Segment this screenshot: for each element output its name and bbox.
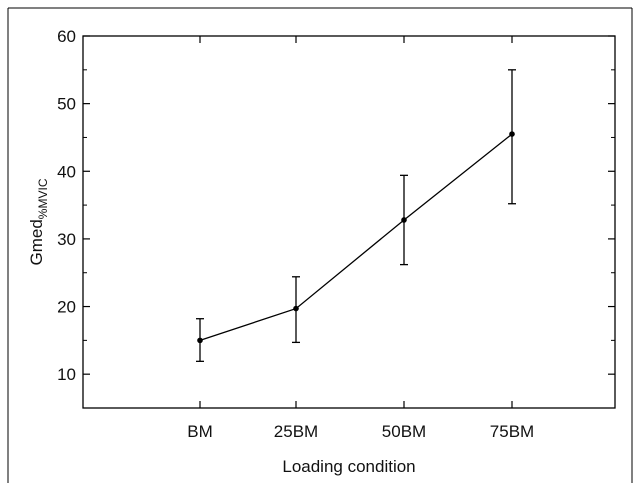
- x-tick-label: BM: [187, 422, 213, 441]
- x-axis: BM 25BM 50BM 75BM: [187, 36, 534, 441]
- y-axis-title-main: Gmed: [27, 219, 46, 265]
- series: [196, 69, 516, 362]
- series-line: [199, 133, 513, 341]
- data-point: [509, 131, 515, 137]
- y-tick-label: 10: [57, 365, 76, 384]
- data-point: [197, 337, 203, 344]
- y-tick-label: 60: [57, 27, 76, 46]
- plot-frame: [82, 35, 616, 409]
- y-axis-title: Gmed%MVIC: [27, 178, 50, 265]
- x-tick-label: 75BM: [490, 422, 534, 441]
- y-tick-label: 20: [57, 298, 76, 317]
- y-tick-label: 40: [57, 162, 76, 181]
- x-axis-title: Loading condition: [282, 457, 415, 476]
- x-tick-label: 25BM: [274, 422, 318, 441]
- data-point: [293, 305, 299, 312]
- x-tick-label: 50BM: [382, 422, 426, 441]
- y-tick-label: 30: [57, 230, 76, 249]
- y-axis: 10 20 30 40 50 60: [57, 27, 615, 384]
- data-point: [401, 217, 407, 223]
- y-tick-label: 50: [57, 95, 76, 114]
- svg-text:Gmed%MVIC: Gmed%MVIC: [27, 178, 50, 265]
- y-axis-title-subscript: %MVIC: [36, 178, 50, 219]
